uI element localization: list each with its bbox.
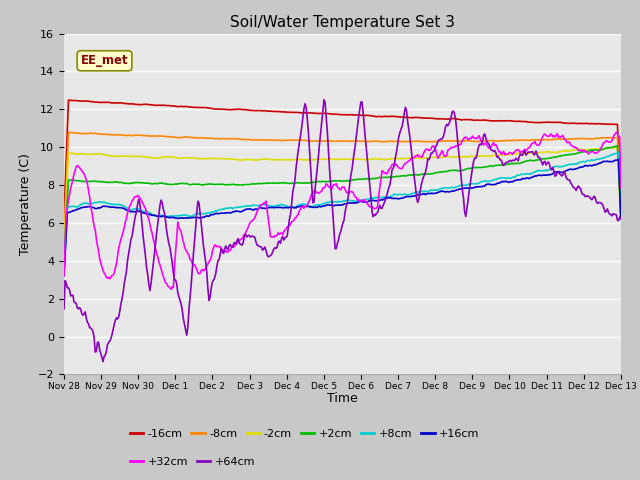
X-axis label: Time: Time bbox=[327, 393, 358, 406]
Text: EE_met: EE_met bbox=[81, 54, 129, 67]
Legend: +32cm, +64cm: +32cm, +64cm bbox=[125, 452, 260, 471]
Y-axis label: Temperature (C): Temperature (C) bbox=[19, 153, 32, 255]
Title: Soil/Water Temperature Set 3: Soil/Water Temperature Set 3 bbox=[230, 15, 455, 30]
